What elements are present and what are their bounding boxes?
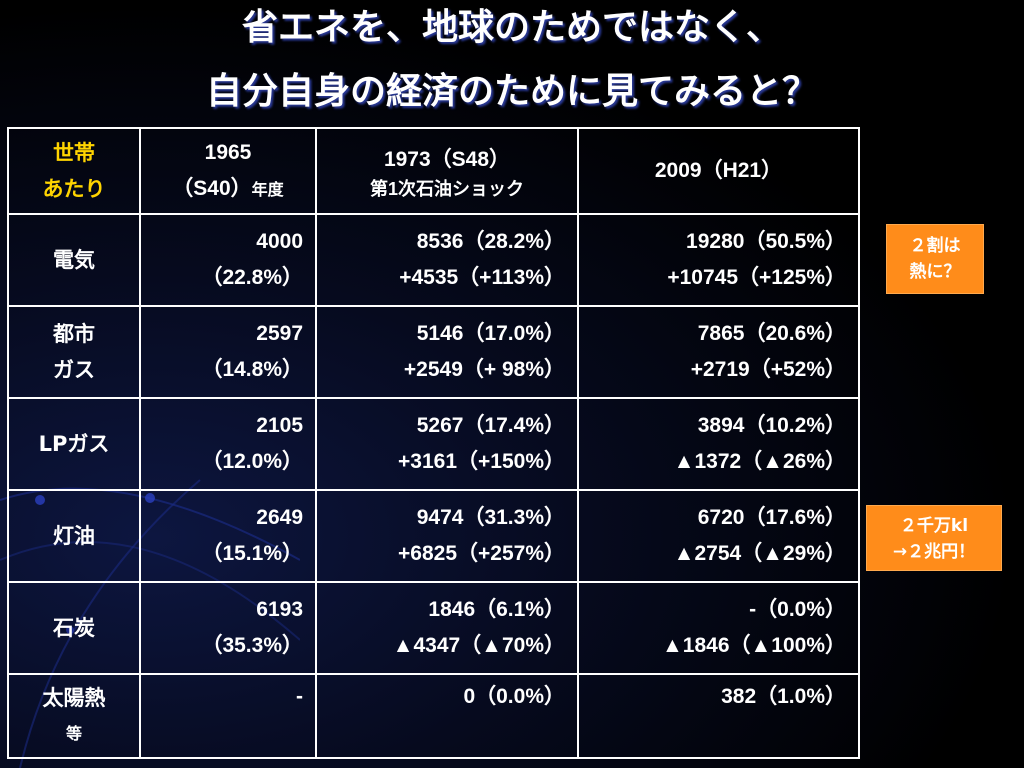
- cell-1973: 5267（17.4%） +3161（+150%）: [315, 397, 579, 491]
- header-1965-unit: 年度: [251, 179, 284, 199]
- cell-2009: 382（1.0%）: [577, 673, 860, 759]
- energy-cost-table: 世帯 あたり 1965 （S40）年度 1973（S48） 第1次石油ショック …: [7, 127, 860, 759]
- cell-1973: 8536（28.2%） +4535（+113%）: [315, 213, 579, 307]
- corner-label-line1: 世帯: [53, 141, 95, 165]
- cell-2009: 6720（17.6%） ▲2754（▲29%）: [577, 489, 860, 583]
- header-1965-year: 1965: [204, 140, 252, 164]
- slide-title-line1: 省エネを、地球のためではなく、: [241, 7, 782, 48]
- callout-heat-line2: 熱に？: [909, 262, 961, 282]
- header-1973-note: 第1次石油ショック: [369, 179, 524, 199]
- row-label: 灯油: [7, 489, 141, 583]
- callout-kerosene-line1: ２千万kl: [899, 516, 969, 536]
- cell-1973: 0（0.0%）: [315, 673, 579, 759]
- callout-heat-note: ２割は 熱に？: [886, 224, 984, 294]
- row-label: LPガス: [7, 397, 141, 491]
- header-corner: 世帯 あたり: [7, 127, 141, 215]
- header-2009: 2009（H21）: [577, 127, 860, 215]
- table-row-coal: 石炭 6193 （35.3%） 1846（6.1%） ▲4347（▲70%） -（0…: [7, 581, 860, 675]
- header-1973-year: 1973（S48）: [383, 148, 511, 171]
- cell-2009: 7865（20.6%） +2719（+52%）: [577, 305, 860, 399]
- callout-heat-line1: ２割は: [909, 236, 961, 256]
- row-label: 都市 ガス: [7, 305, 141, 399]
- table-row-solar-heat: 太陽熱等 - 0（0.0%） 382（1.0%）: [7, 673, 860, 759]
- callout-kerosene-line2: →２兆円！: [892, 542, 976, 562]
- header-1965: 1965 （S40）年度: [139, 127, 317, 215]
- table-header-row: 世帯 あたり 1965 （S40）年度 1973（S48） 第1次石油ショック …: [7, 127, 860, 215]
- row-label: 電気: [7, 213, 141, 307]
- row-label: 太陽熱等: [7, 673, 141, 759]
- table-row-kerosene: 灯油 2649 （15.1%） 9474（31.3%） +6825（+257%） 6…: [7, 489, 860, 583]
- header-1973: 1973（S48） 第1次石油ショック: [315, 127, 579, 215]
- cell-1973: 5146（17.0%） +2549（+ 98%）: [315, 305, 579, 399]
- cell-1965: 4000 （22.8%）: [139, 213, 317, 307]
- cell-1973: 1846（6.1%） ▲4347（▲70%）: [315, 581, 579, 675]
- cell-1965: 2105 （12.0%）: [139, 397, 317, 491]
- cell-1965: 6193 （35.3%）: [139, 581, 317, 675]
- corner-label-line2: あたり: [42, 177, 106, 201]
- table-row-electricity: 電気 4000 （22.8%） 8536（28.2%） +4535（+113%） 1…: [7, 213, 860, 307]
- cell-2009: 19280（50.5%） +10745（+125%）: [577, 213, 860, 307]
- table-row-city-gas: 都市 ガス 2597 （14.8%） 5146（17.0%） +2549（+ 98%）…: [7, 305, 860, 399]
- cell-2009: 3894（10.2%） ▲1372（▲26%）: [577, 397, 860, 491]
- table-row-lp-gas: LPガス 2105 （12.0%） 5267（17.4%） +3161（+150%）…: [7, 397, 860, 491]
- slide-title-line2: 自分自身の経済のために見てみると？: [205, 71, 818, 112]
- callout-kerosene-note: ２千万kl →２兆円！: [866, 505, 1002, 571]
- header-1965-era: （S40）: [172, 176, 252, 200]
- cell-1965: 2597 （14.8%）: [139, 305, 317, 399]
- cell-1965: -: [139, 673, 317, 759]
- cell-2009: -（0.0%） ▲1846（▲100%）: [577, 581, 860, 675]
- cell-1973: 9474（31.3%） +6825（+257%）: [315, 489, 579, 583]
- cell-1965: 2649 （15.1%）: [139, 489, 317, 583]
- row-label: 石炭: [7, 581, 141, 675]
